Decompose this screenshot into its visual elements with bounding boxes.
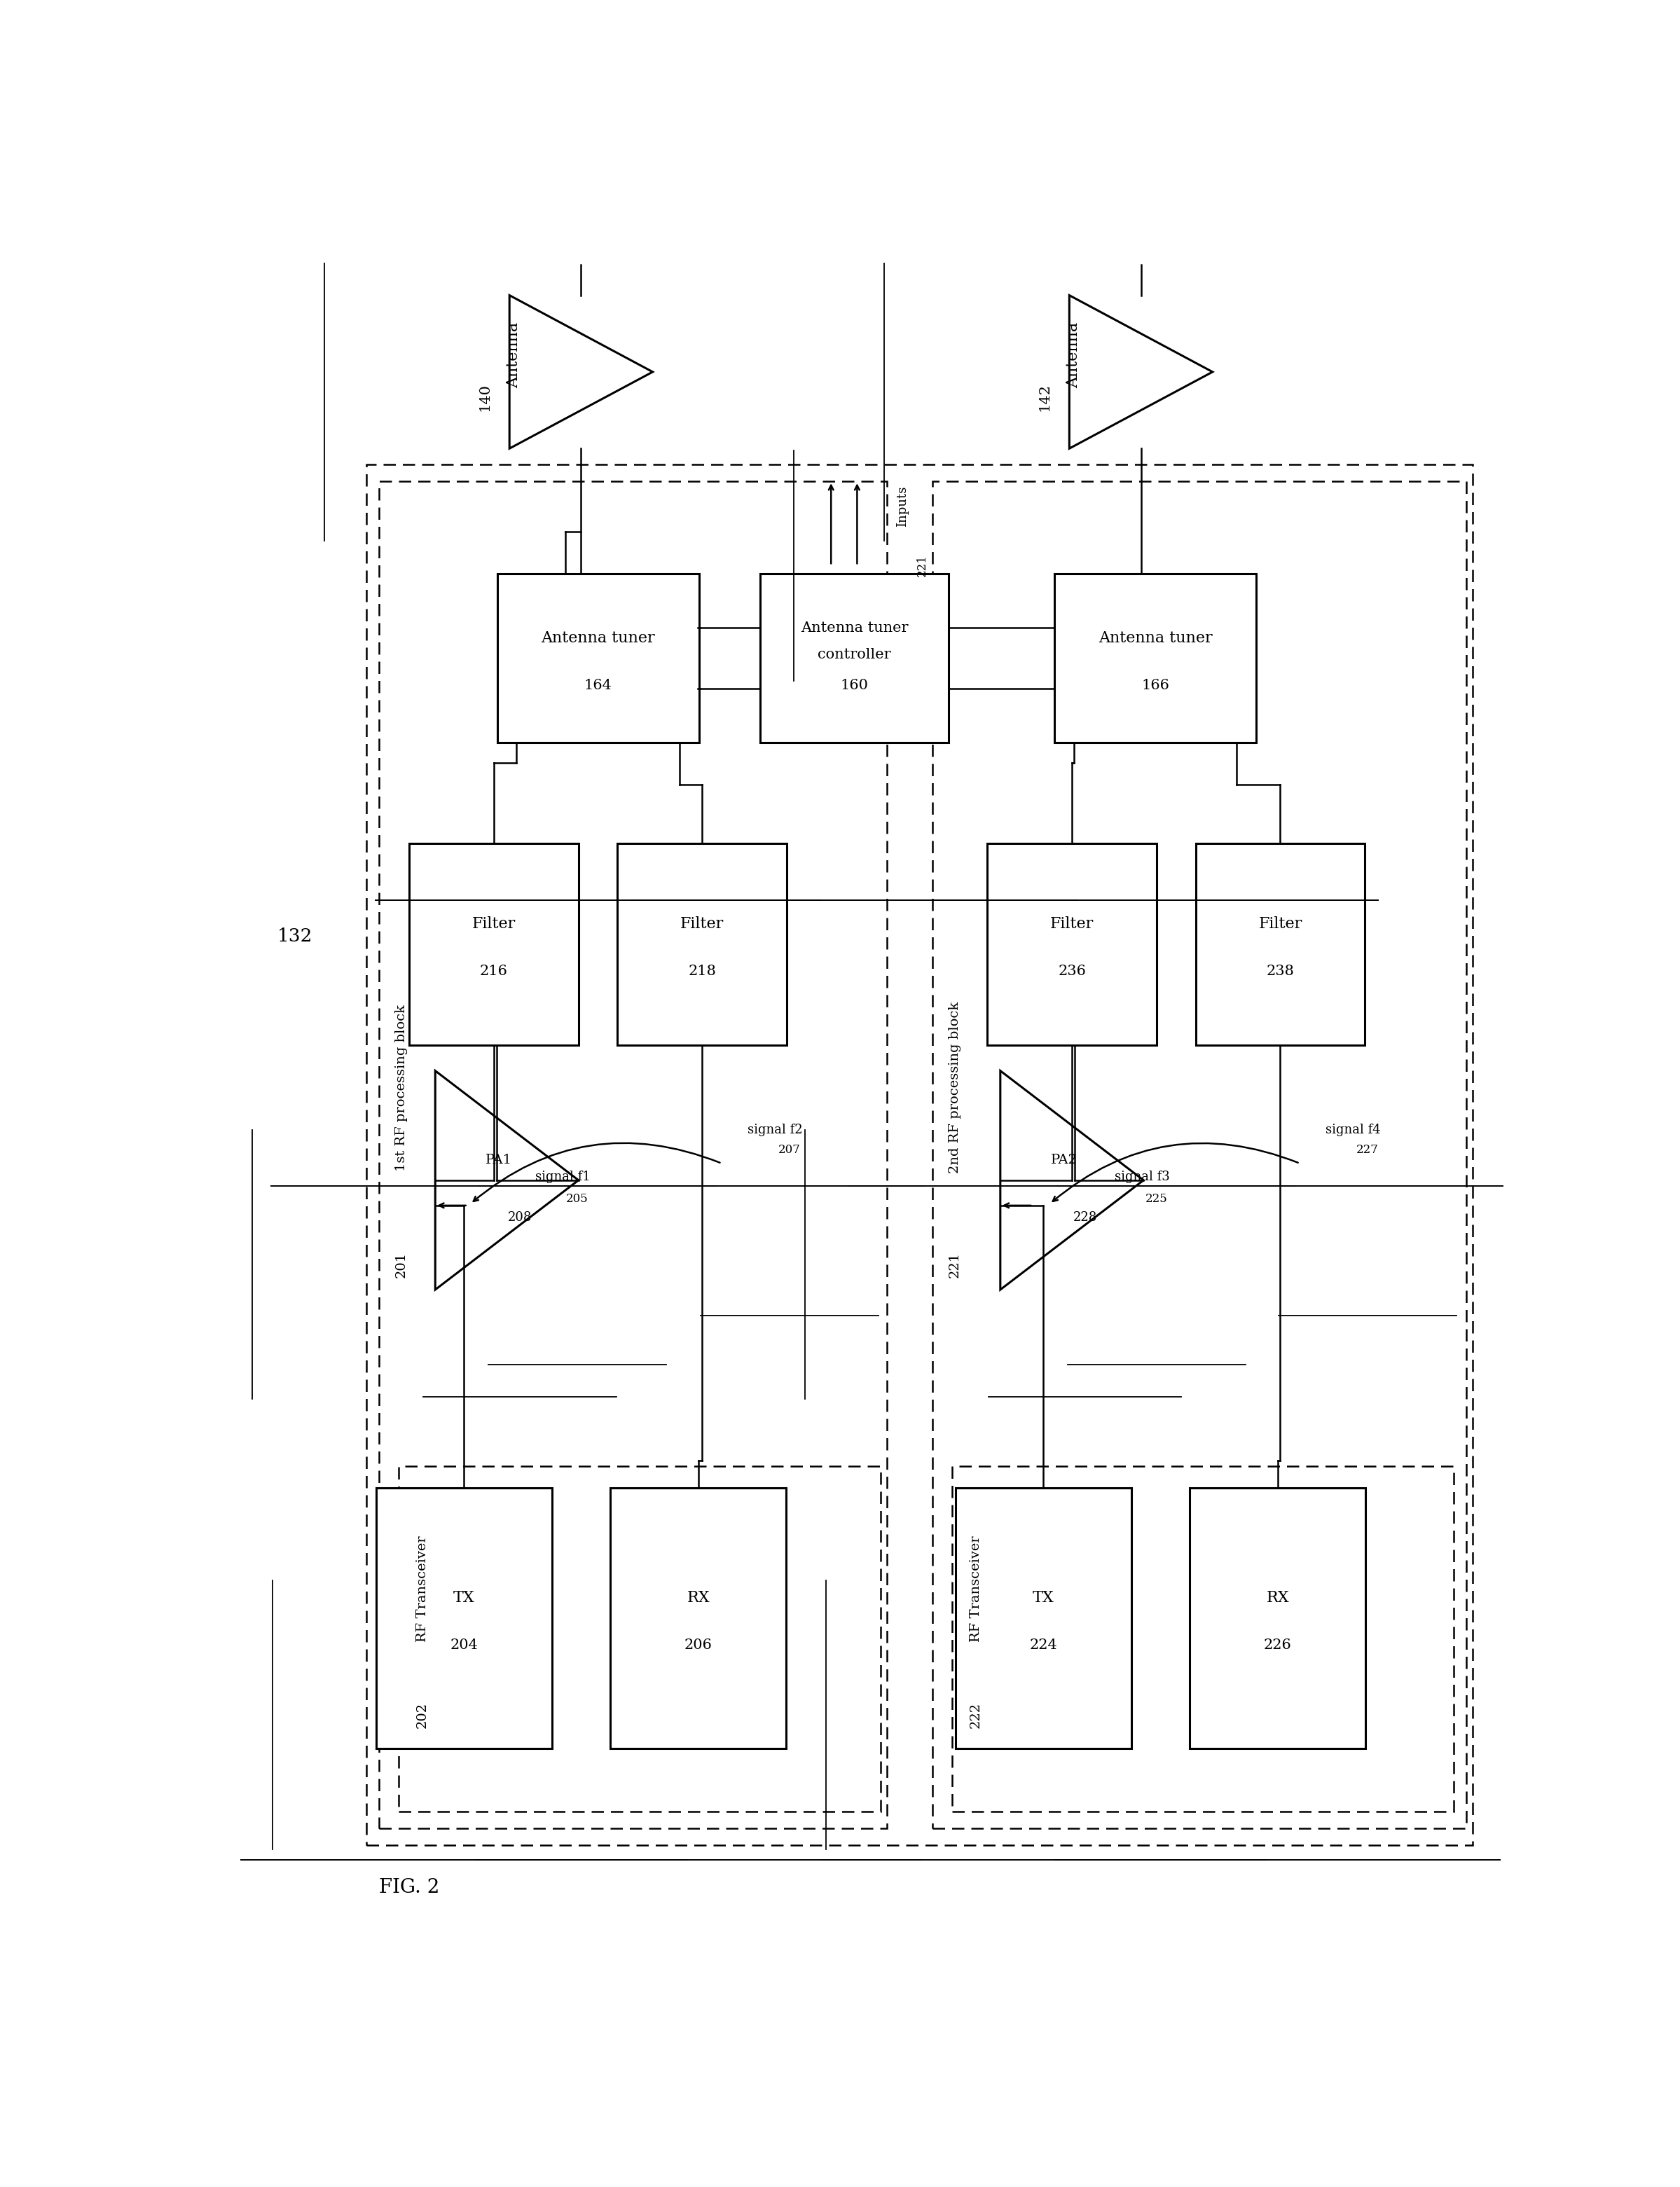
Text: 221: 221 [949,1251,961,1277]
Text: TX: TX [1033,1590,1053,1605]
Bar [1196,844,1364,1045]
Text: RX: RX [1267,1590,1289,1605]
Bar [410,844,578,1045]
Text: 218: 218 [689,964,716,978]
Bar [380,481,887,1828]
Text: 208: 208 [507,1212,533,1223]
Text: signal f1: signal f1 [536,1170,591,1183]
Bar [956,1487,1131,1750]
Text: RF Transceiver: RF Transceiver [969,1535,981,1642]
Text: Filter: Filter [472,916,516,932]
Text: 206: 206 [684,1638,712,1651]
Bar [1189,1487,1366,1750]
Bar [497,573,699,741]
Text: 227: 227 [1356,1144,1379,1157]
Text: Inputs: Inputs [895,486,909,527]
Text: Antenna: Antenna [506,321,521,387]
Text: 204: 204 [450,1638,477,1651]
Text: 225: 225 [1146,1192,1168,1205]
Text: Antenna tuner: Antenna tuner [801,621,909,634]
Bar [398,1467,880,1811]
Text: signal f3: signal f3 [1116,1170,1169,1183]
Text: FIG. 2: FIG. 2 [380,1879,440,1896]
Text: 164: 164 [585,678,612,691]
Text: 140: 140 [479,383,491,411]
Text: PA2: PA2 [1050,1155,1077,1166]
Text: 142: 142 [1038,383,1052,411]
Text: Filter: Filter [1258,916,1302,932]
Bar [932,481,1467,1828]
Text: 207: 207 [778,1144,801,1157]
Text: 224: 224 [1030,1638,1057,1651]
Bar [988,844,1156,1045]
Text: 160: 160 [840,678,869,691]
Bar [618,844,786,1045]
Text: Filter: Filter [680,916,724,932]
Text: Antenna tuner: Antenna tuner [1099,630,1213,645]
Text: 1st RF processing block: 1st RF processing block [395,1004,408,1170]
Text: 222: 222 [969,1701,981,1728]
Text: 216: 216 [480,964,507,978]
Text: signal f2: signal f2 [748,1124,803,1135]
Bar [610,1487,786,1750]
Text: RX: RX [687,1590,709,1605]
Text: 132: 132 [277,927,312,945]
Bar [366,464,1473,1846]
Text: 201: 201 [395,1251,408,1277]
Text: 236: 236 [1058,964,1085,978]
Text: PA1: PA1 [486,1155,512,1166]
Text: Antenna tuner: Antenna tuner [541,630,655,645]
Text: signal f4: signal f4 [1326,1124,1381,1135]
Text: 166: 166 [1141,678,1169,691]
Text: 202: 202 [417,1701,428,1728]
Bar [1055,573,1257,741]
Bar [376,1487,551,1750]
Text: RF Transceiver: RF Transceiver [417,1535,428,1642]
Text: 228: 228 [1074,1212,1097,1223]
Text: 205: 205 [566,1192,588,1205]
Text: Antenna: Antenna [1065,321,1080,387]
Text: 221: 221 [916,553,927,577]
Text: Filter: Filter [1050,916,1094,932]
Text: 2nd RF processing block: 2nd RF processing block [949,1002,961,1174]
Text: 238: 238 [1267,964,1294,978]
Bar [759,573,949,741]
Bar [953,1467,1453,1811]
Text: TX: TX [454,1590,475,1605]
Text: 226: 226 [1263,1638,1292,1651]
Text: controller: controller [818,647,890,660]
